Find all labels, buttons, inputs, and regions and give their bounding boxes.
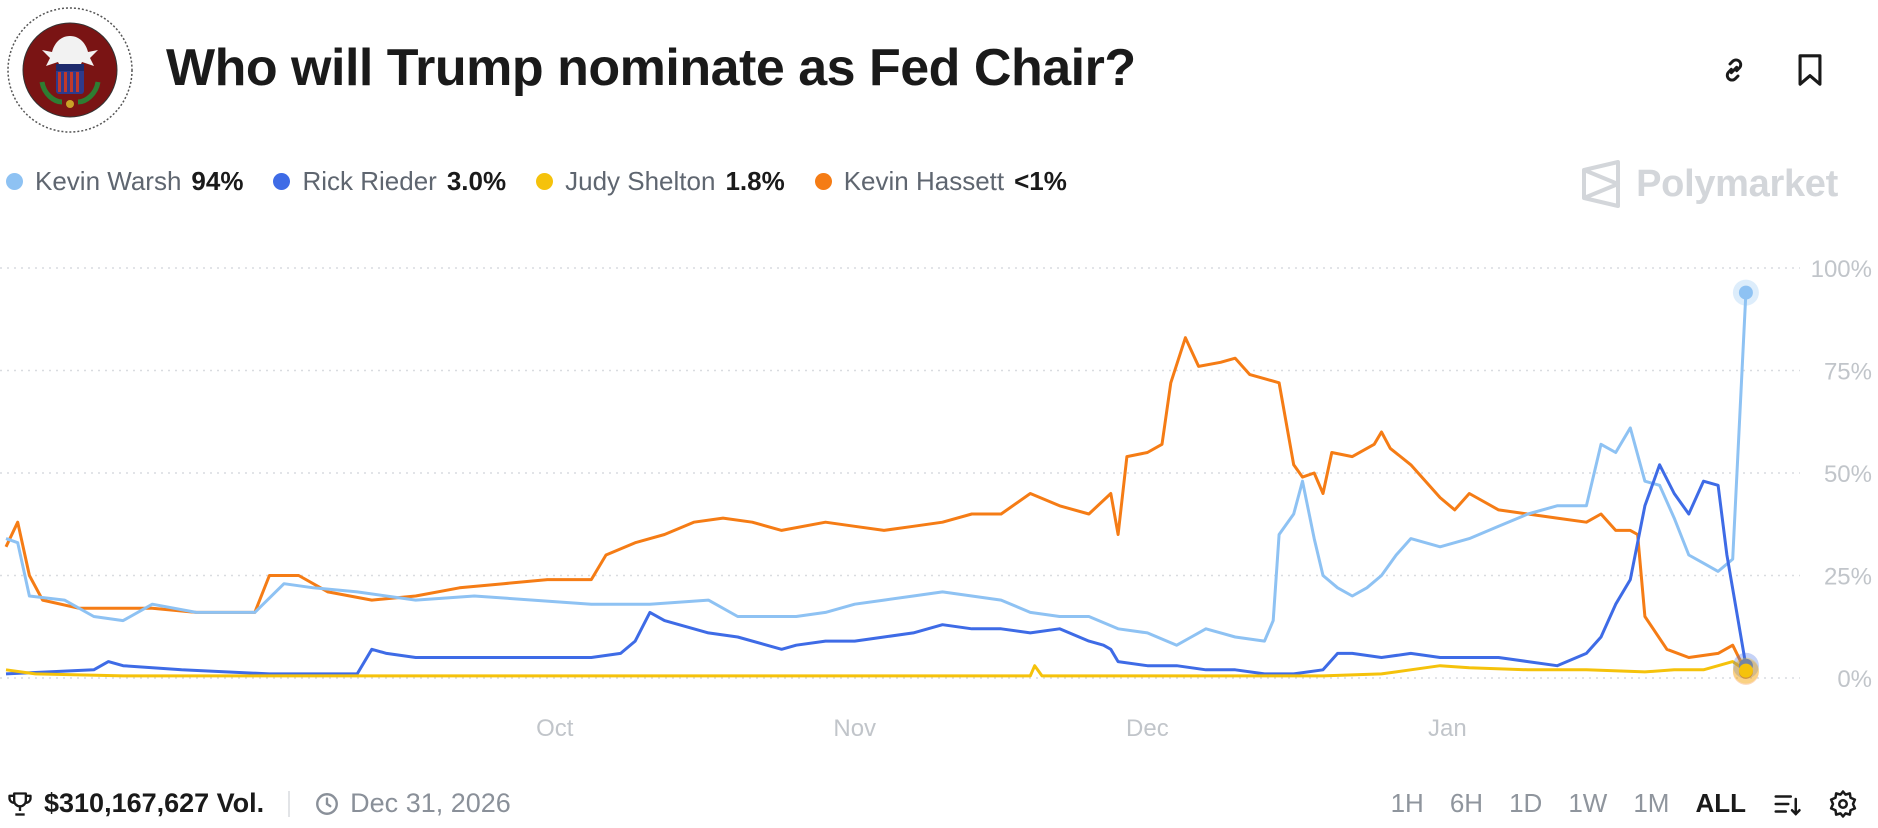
legend-value: 1.8% bbox=[725, 166, 785, 196]
gear-icon bbox=[1829, 789, 1857, 818]
sort-icon bbox=[1774, 794, 1801, 816]
link-icon bbox=[1725, 58, 1743, 82]
legend-item[interactable]: Kevin Hassett <1% bbox=[814, 166, 1067, 197]
federal-reserve-seal-icon bbox=[7, 7, 133, 133]
bookmark-icon bbox=[1798, 54, 1822, 86]
y-tick-label: 25% bbox=[1824, 564, 1872, 591]
x-tick-label: Nov bbox=[833, 715, 876, 742]
range-button-1d[interactable]: 1D bbox=[1509, 788, 1543, 818]
series-line-rick-rieder[interactable] bbox=[5, 463, 1748, 676]
series-line-judy-shelton[interactable] bbox=[5, 660, 1747, 678]
y-tick-label: 0% bbox=[1837, 666, 1872, 693]
range-button-6h[interactable]: 6H bbox=[1449, 788, 1484, 818]
legend-name: Kevin Warsh bbox=[35, 166, 182, 196]
x-tick-label: Oct bbox=[536, 715, 574, 742]
clock-icon bbox=[316, 792, 339, 815]
gear-button[interactable] bbox=[1828, 789, 1858, 819]
trophy-icon bbox=[8, 791, 32, 816]
legend-item[interactable]: Kevin Warsh 94% bbox=[6, 166, 243, 197]
time-range-selector: 1H 6H 1D 1W 1M ALL bbox=[1391, 788, 1858, 819]
legend-value: 94% bbox=[191, 166, 244, 196]
legend-value: <1% bbox=[1014, 166, 1067, 196]
legend-dot bbox=[6, 173, 23, 190]
legend-name: Judy Shelton bbox=[565, 166, 716, 196]
legend-item[interactable]: Judy Shelton 1.8% bbox=[536, 166, 785, 197]
bookmark-button[interactable] bbox=[1790, 50, 1830, 90]
legend-value: 3.0% bbox=[446, 166, 507, 196]
range-button-1w[interactable]: 1W bbox=[1568, 788, 1608, 818]
y-tick-label: 50% bbox=[1824, 461, 1872, 488]
legend-name: Kevin Hassett bbox=[843, 166, 1005, 196]
legend-name: Rick Rieder bbox=[302, 166, 437, 196]
polymarket-logo-icon bbox=[1582, 160, 1621, 208]
range-button-1h[interactable]: 1H bbox=[1390, 788, 1424, 818]
price-history-chart[interactable]: 100% 75% 50% 25% 0% Oct Nov Dec Jan bbox=[0, 240, 1878, 760]
end-date: Dec 31, 2026 bbox=[350, 788, 511, 818]
page-title: Who will Trump nominate as Fed Chair? bbox=[166, 39, 1136, 97]
legend-dot bbox=[273, 173, 291, 190]
legend-item[interactable]: Rick Rieder 3.0% bbox=[273, 166, 506, 197]
polymarket-watermark: Polymarket bbox=[1580, 160, 1838, 208]
brand-name: Polymarket bbox=[1636, 162, 1838, 205]
market-footer: $310,167,627 Vol. Dec 31, 2026 1H 6H 1D 1W 1… bbox=[0, 788, 1878, 828]
range-button-all[interactable]: ALL bbox=[1695, 788, 1746, 818]
series-line-kevin-hassett[interactable] bbox=[4, 336, 1748, 673]
x-tick-label: Dec bbox=[1126, 715, 1169, 742]
end-marker bbox=[1738, 285, 1753, 300]
y-tick-label: 100% bbox=[1811, 256, 1872, 283]
series-line-kevin-warsh[interactable] bbox=[5, 292, 1748, 647]
range-button-1m[interactable]: 1M bbox=[1633, 788, 1670, 818]
chart-legend: Kevin Warsh 94% Rick Rieder 3.0% Judy Shelto… bbox=[6, 166, 1067, 197]
copy-link-button[interactable] bbox=[1714, 50, 1754, 90]
volume-text: $310,167,627 Vol. bbox=[44, 788, 265, 818]
x-tick-label: Jan bbox=[1428, 715, 1467, 742]
sort-button[interactable] bbox=[1772, 789, 1802, 819]
divider bbox=[288, 790, 291, 817]
end-marker bbox=[1738, 663, 1753, 678]
y-tick-label: 75% bbox=[1824, 359, 1872, 386]
legend-dot bbox=[536, 173, 554, 190]
legend-dot bbox=[814, 173, 832, 190]
market-header: Who will Trump nominate as Fed Chair? bbox=[0, 0, 1878, 150]
